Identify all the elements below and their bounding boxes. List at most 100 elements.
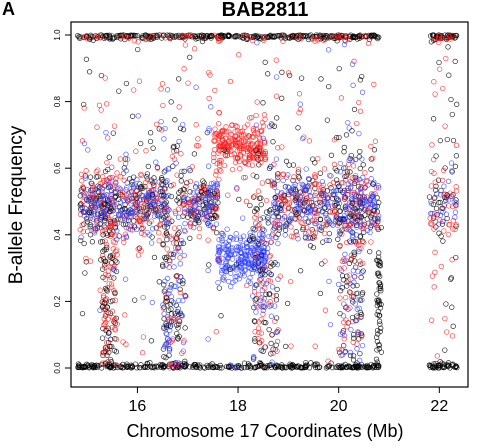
data-point (110, 315, 116, 321)
data-point (348, 326, 354, 333)
data-point (275, 145, 281, 151)
data-point (324, 237, 330, 243)
data-point (327, 220, 333, 226)
data-point (246, 133, 252, 139)
data-point (275, 177, 281, 183)
data-point (172, 117, 178, 123)
data-point (206, 95, 212, 102)
data-point (441, 183, 447, 189)
data-point (82, 205, 88, 211)
data-point (174, 322, 180, 328)
data-point (377, 273, 383, 280)
data-point (175, 245, 181, 252)
data-point (278, 204, 284, 211)
data-point (342, 251, 348, 257)
data-point (87, 215, 94, 221)
data-point (244, 282, 250, 289)
data-point (100, 325, 106, 332)
data-point (211, 132, 217, 138)
data-point (267, 32, 274, 38)
data-point (97, 214, 104, 220)
data-point (150, 364, 156, 370)
data-point (252, 297, 258, 303)
data-point (307, 208, 314, 214)
data-point (82, 175, 89, 181)
data-point (326, 172, 333, 179)
data-point (114, 236, 120, 242)
data-point (288, 212, 294, 218)
data-point (253, 122, 260, 128)
data-point (280, 38, 286, 44)
data-point (109, 308, 116, 314)
data-point (368, 239, 374, 245)
data-point (136, 78, 143, 84)
data-point (260, 348, 266, 354)
data-point (226, 278, 232, 285)
data-point (177, 249, 183, 255)
data-point (164, 87, 171, 93)
data-point (354, 341, 360, 347)
data-point (427, 215, 433, 221)
data-point (160, 194, 166, 200)
data-point (346, 226, 353, 233)
data-point (277, 273, 283, 279)
data-point (78, 171, 85, 177)
data-point (182, 42, 189, 48)
data-point (312, 174, 319, 181)
data-point (292, 197, 298, 203)
data-point (84, 187, 91, 193)
data-point (452, 163, 459, 169)
data-point (426, 362, 433, 368)
data-point (86, 209, 92, 216)
data-point (134, 176, 140, 183)
data-point (359, 297, 365, 303)
data-point (141, 213, 147, 219)
data-point (135, 252, 142, 258)
data-point (268, 260, 274, 266)
data-point (355, 268, 361, 275)
data-point (445, 360, 452, 366)
data-point (103, 34, 109, 41)
data-point (253, 147, 259, 153)
data-point (264, 263, 270, 269)
data-point (440, 238, 446, 244)
data-point (158, 86, 164, 92)
data-point (108, 281, 115, 287)
data-point (428, 183, 435, 189)
data-point (137, 364, 143, 371)
data-point (375, 362, 381, 369)
data-point (227, 266, 233, 272)
data-point (328, 152, 335, 158)
data-point (128, 226, 134, 233)
data-point (271, 202, 277, 208)
data-point (217, 37, 223, 43)
data-point (252, 32, 258, 39)
data-point (273, 208, 279, 214)
data-point (250, 127, 257, 134)
data-point (287, 217, 293, 223)
data-point (326, 237, 332, 244)
data-point (123, 224, 129, 231)
data-point (265, 178, 271, 184)
data-point (89, 223, 95, 229)
data-point (96, 362, 102, 369)
data-point (117, 186, 124, 192)
data-point (112, 290, 118, 297)
data-point (172, 210, 179, 217)
data-point (158, 222, 164, 228)
data-point (322, 307, 329, 313)
data-point (80, 198, 86, 205)
data-point (281, 207, 287, 213)
data-point (339, 364, 345, 371)
data-point (265, 214, 271, 221)
data-point (358, 213, 365, 220)
data-point (309, 227, 315, 233)
data-point (148, 338, 155, 344)
data-point (255, 242, 261, 249)
data-point (360, 193, 366, 200)
data-point (353, 232, 359, 238)
data-point (210, 184, 216, 190)
data-point (152, 190, 159, 196)
data-point (336, 134, 342, 141)
data-point (163, 216, 169, 222)
